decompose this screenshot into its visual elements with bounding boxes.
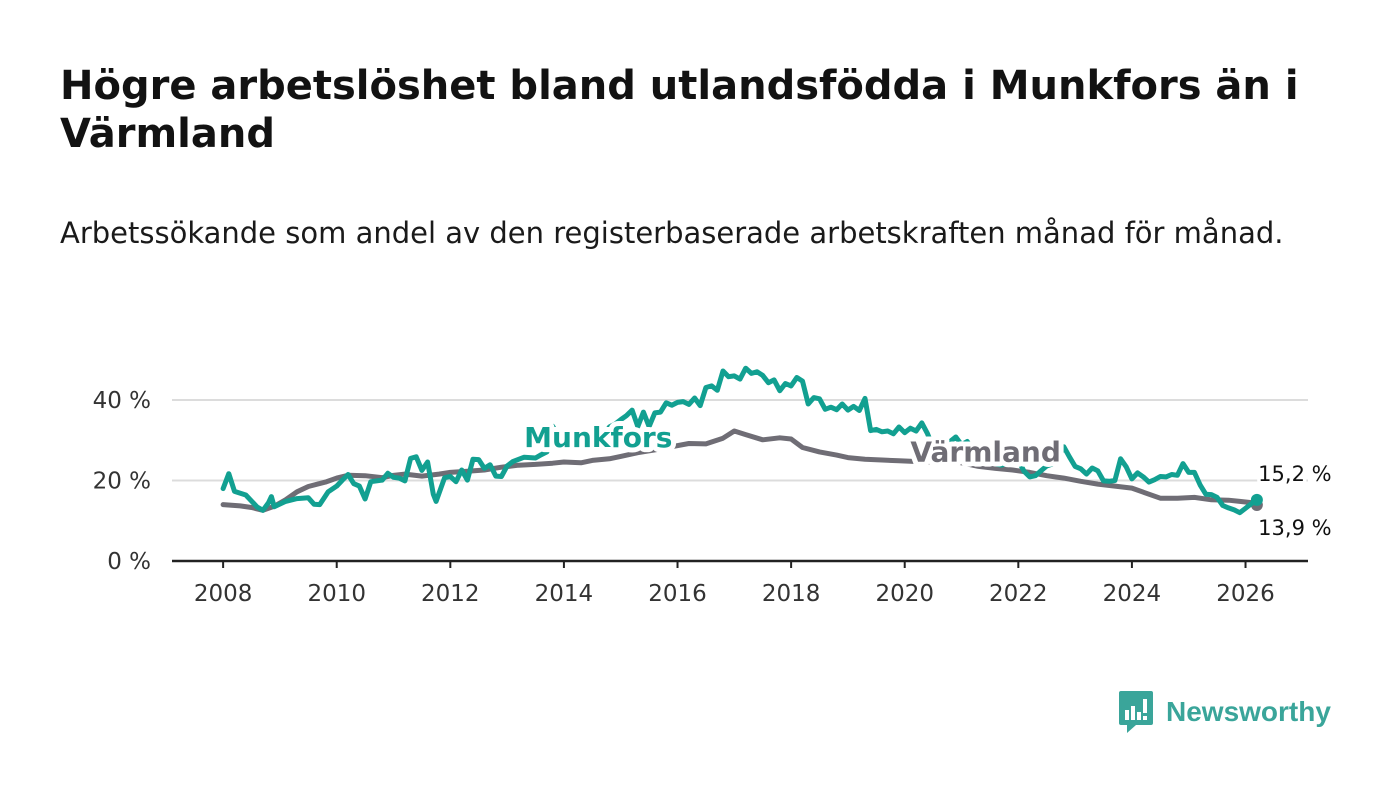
y-tick-label: 40 % (93, 388, 151, 414)
x-tick-label: 2014 (535, 581, 594, 607)
line-chart: 0 % 20 % 40 % 2008 2010 2012 2014 2016 2018 2020… (92, 365, 1335, 607)
x-axis: 2008 2010 2012 2014 2016 2018 2020 2022 2024 2026 (172, 559, 1308, 607)
x-tick-label: 2008 (194, 581, 253, 607)
end-value-text: 13,9 % (1258, 516, 1331, 540)
x-tick-label: 2010 (307, 581, 366, 607)
end-value-halo: 13,9 % (1258, 516, 1331, 540)
series-line-värmland (220, 428, 1260, 513)
series-lines (220, 365, 1263, 516)
y-axis-tick-labels: 0 % 20 % 40 % (93, 388, 151, 575)
y-tick-label: 20 % (93, 469, 151, 495)
x-tick-label: 2018 (762, 581, 821, 607)
series-name-halo: Värmland (910, 436, 1061, 469)
end-value-label-munkfors: 15,2 %15,2 % (1255, 458, 1335, 489)
y-tick-label: 0 % (107, 549, 151, 575)
series-name-text: Munkfors (524, 421, 672, 454)
brand-name: Newsworthy (1166, 696, 1331, 727)
chart-subtitle: Arbetssökande som andel av den registerb… (60, 216, 1284, 250)
end-value-halo: 15,2 % (1258, 462, 1331, 486)
x-tick-label: 2022 (989, 581, 1048, 607)
x-tick-label: 2020 (875, 581, 934, 607)
gridlines (172, 399, 1308, 482)
end-value-text: 15,2 % (1258, 462, 1331, 486)
series-name-halo: Munkfors (524, 421, 672, 454)
newsworthy-logo[interactable]: Newsworthy (1118, 690, 1331, 734)
x-tick-label: 2012 (421, 581, 480, 607)
x-tick-label: 2016 (648, 581, 707, 607)
x-tick-label: 2024 (1103, 581, 1162, 607)
series-name-text: Värmland (910, 436, 1061, 469)
chart-title: Högre arbetslöshet bland utlandsfödda i … (60, 63, 1299, 157)
bar-chart-speech-bubble-icon (1119, 691, 1153, 733)
series-end-point-munkfors (1250, 493, 1263, 506)
end-value-label-värmland: 13,9 %13,9 % (1255, 513, 1335, 544)
x-tick-label: 2026 (1216, 581, 1275, 607)
series-line-munkfors (220, 365, 1260, 516)
